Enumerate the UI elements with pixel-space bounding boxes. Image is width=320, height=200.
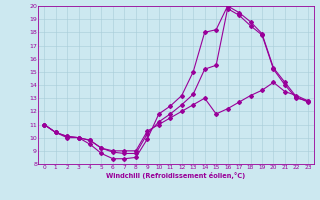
X-axis label: Windchill (Refroidissement éolien,°C): Windchill (Refroidissement éolien,°C) (106, 172, 246, 179)
